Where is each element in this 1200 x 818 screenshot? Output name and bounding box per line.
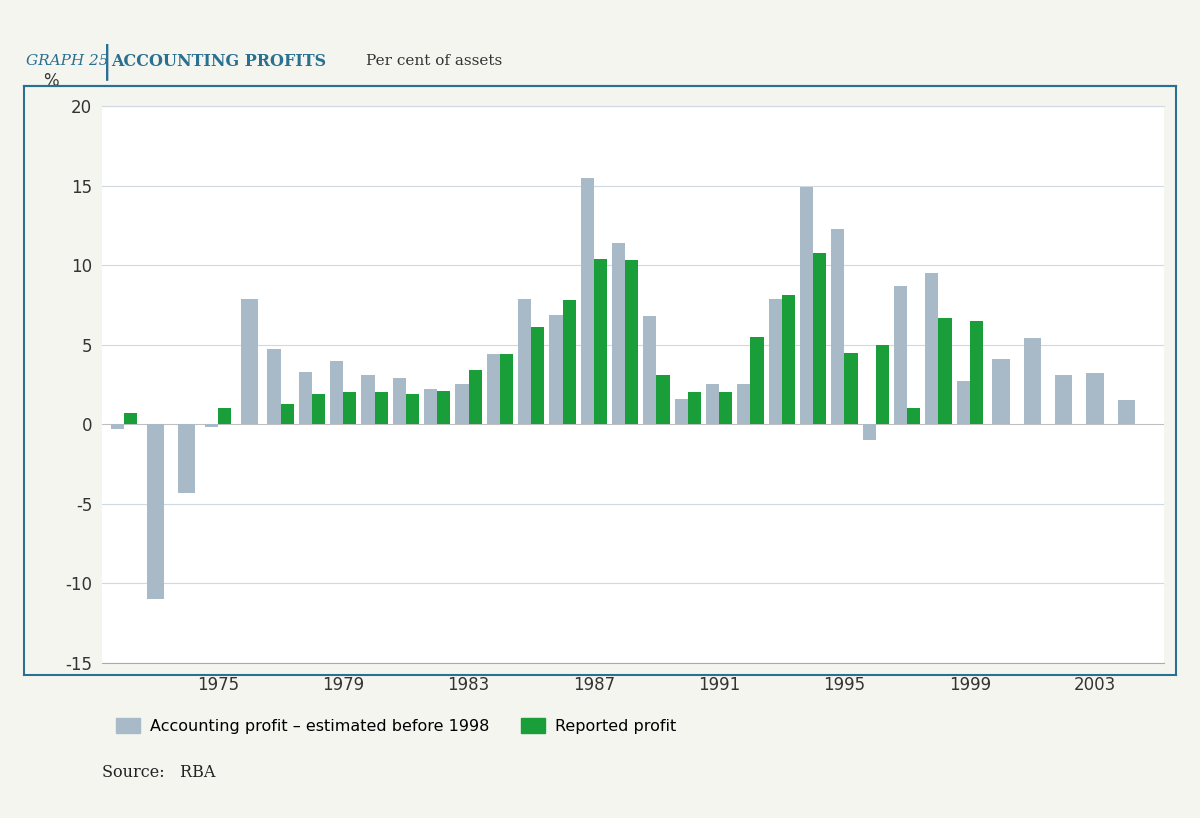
Bar	[737, 384, 750, 425]
Bar	[406, 394, 419, 425]
Text: Per cent of assets: Per cent of assets	[366, 54, 503, 69]
Bar	[500, 354, 514, 425]
Bar	[487, 354, 500, 425]
Bar	[312, 394, 325, 425]
Bar	[800, 187, 814, 425]
Bar	[330, 361, 343, 425]
Bar	[625, 260, 638, 425]
Bar	[956, 381, 970, 425]
Bar	[674, 398, 688, 425]
Bar	[832, 229, 845, 425]
Bar	[146, 425, 164, 599]
Text: │: │	[98, 43, 116, 80]
Bar	[688, 393, 701, 425]
Bar	[656, 375, 670, 425]
Bar	[845, 353, 858, 425]
Text: %: %	[43, 72, 59, 90]
Bar	[532, 327, 545, 425]
Bar	[876, 344, 889, 425]
Bar	[281, 403, 294, 425]
Bar	[299, 371, 312, 425]
Bar	[643, 316, 656, 425]
Bar	[894, 286, 907, 425]
Bar	[814, 253, 827, 425]
Bar	[1086, 373, 1104, 425]
Bar	[110, 425, 124, 429]
Legend: Accounting profit – estimated before 1998, Reported profit: Accounting profit – estimated before 199…	[110, 712, 683, 740]
Bar	[612, 243, 625, 425]
Bar	[455, 384, 468, 425]
Bar	[343, 393, 356, 425]
Bar	[205, 425, 218, 427]
Bar	[563, 300, 576, 425]
Bar	[218, 408, 232, 425]
Bar	[1024, 339, 1042, 425]
Bar	[907, 408, 920, 425]
Bar	[124, 413, 137, 425]
Bar	[178, 425, 196, 492]
Bar	[374, 393, 388, 425]
Bar	[782, 295, 794, 425]
Text: ACCOUNTING PROFITS: ACCOUNTING PROFITS	[112, 53, 326, 70]
Bar	[392, 378, 406, 425]
Bar	[750, 337, 763, 425]
Bar	[938, 317, 952, 425]
Bar	[970, 321, 983, 425]
Bar	[268, 349, 281, 425]
Bar	[518, 299, 532, 425]
Bar	[1055, 375, 1073, 425]
Bar	[437, 391, 450, 425]
Bar	[863, 425, 876, 440]
Bar	[550, 315, 563, 425]
Bar	[594, 259, 607, 425]
Bar	[361, 375, 374, 425]
Text: Source:   RBA: Source: RBA	[102, 764, 215, 781]
Bar	[706, 384, 719, 425]
Bar	[424, 389, 437, 425]
Bar	[769, 299, 782, 425]
Bar	[719, 393, 732, 425]
Bar	[992, 359, 1009, 425]
Bar	[468, 371, 481, 425]
Bar	[925, 273, 938, 425]
Bar	[1117, 400, 1135, 425]
Bar	[581, 178, 594, 425]
Text: GRAPH 25: GRAPH 25	[26, 54, 109, 69]
Bar	[241, 299, 258, 425]
